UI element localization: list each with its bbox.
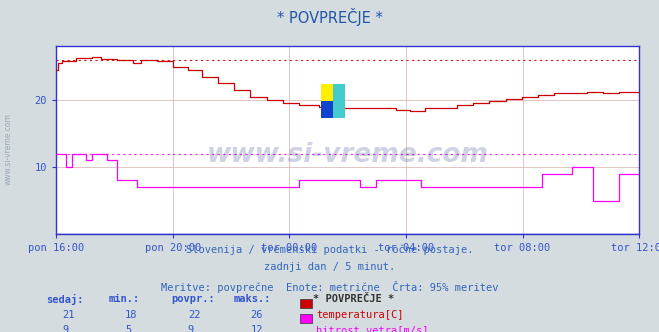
Text: Meritve: povprečne  Enote: metrične  Črta: 95% meritev: Meritve: povprečne Enote: metrične Črta:… [161, 281, 498, 292]
Text: min.:: min.: [109, 294, 140, 304]
Text: * POVPREČJE *: * POVPREČJE * [313, 294, 394, 304]
Text: 12: 12 [250, 325, 263, 332]
FancyBboxPatch shape [322, 101, 333, 118]
Text: * POVPREČJE *: * POVPREČJE * [277, 8, 382, 26]
Text: 9: 9 [188, 325, 194, 332]
Text: www.si-vreme.com: www.si-vreme.com [3, 114, 13, 185]
Text: 26: 26 [250, 310, 263, 320]
FancyBboxPatch shape [322, 84, 333, 101]
Text: 21: 21 [63, 310, 75, 320]
Text: www.si-vreme.com: www.si-vreme.com [207, 142, 488, 168]
FancyBboxPatch shape [333, 84, 345, 118]
Text: Slovenija / vremenski podatki - ročne postaje.: Slovenija / vremenski podatki - ročne po… [186, 244, 473, 255]
Text: zadnji dan / 5 minut.: zadnji dan / 5 minut. [264, 262, 395, 272]
Text: 22: 22 [188, 310, 200, 320]
Text: hitrost vetra[m/s]: hitrost vetra[m/s] [316, 325, 429, 332]
Text: 9: 9 [63, 325, 69, 332]
Text: temperatura[C]: temperatura[C] [316, 310, 404, 320]
Text: 5: 5 [125, 325, 131, 332]
Text: 18: 18 [125, 310, 138, 320]
Text: maks.:: maks.: [234, 294, 272, 304]
Text: povpr.:: povpr.: [171, 294, 215, 304]
Text: sedaj:: sedaj: [46, 294, 84, 305]
